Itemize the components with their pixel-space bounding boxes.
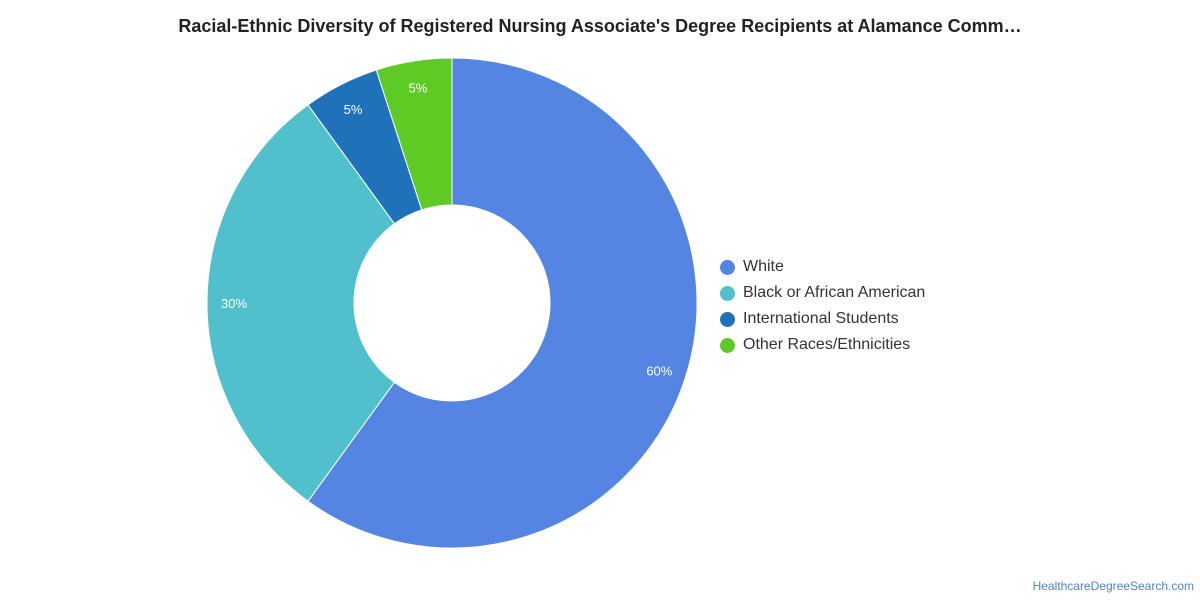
legend-swatch: [720, 285, 735, 301]
data-label-other-races-ethnicities: 5%: [408, 81, 427, 96]
legend-item-white[interactable]: White: [720, 254, 925, 280]
data-label-white: 60%: [646, 363, 672, 378]
chart-title: Racial-Ethnic Diversity of Registered Nu…: [178, 16, 1022, 36]
legend-label: White: [743, 258, 784, 275]
legend-swatch: [720, 337, 735, 353]
legend-label: International Students: [743, 310, 899, 327]
legend-label: Black or African American: [743, 284, 926, 301]
data-label-black-or-african-american: 30%: [221, 296, 247, 311]
slice-other-races-ethnicities[interactable]: [375, 57, 453, 211]
legend-swatch: [720, 259, 735, 275]
legend-label: Other Races/Ethnicities: [743, 336, 911, 353]
data-label-international-students: 5%: [344, 102, 363, 117]
chart-legend: White Black or African American Internat…: [720, 254, 925, 358]
legend-item-international-students[interactable]: International Students: [720, 306, 925, 332]
source-link[interactable]: HealthcareDegreeSearch.com: [1032, 579, 1194, 593]
legend-swatch: [720, 311, 735, 327]
legend-item-other-races-ethnicities[interactable]: Other Races/Ethnicities: [720, 332, 925, 358]
slice-black-or-african-american[interactable]: [206, 104, 396, 502]
legend-item-black-or-african-american[interactable]: Black or African American: [720, 280, 925, 306]
slice-white[interactable]: [307, 57, 698, 549]
